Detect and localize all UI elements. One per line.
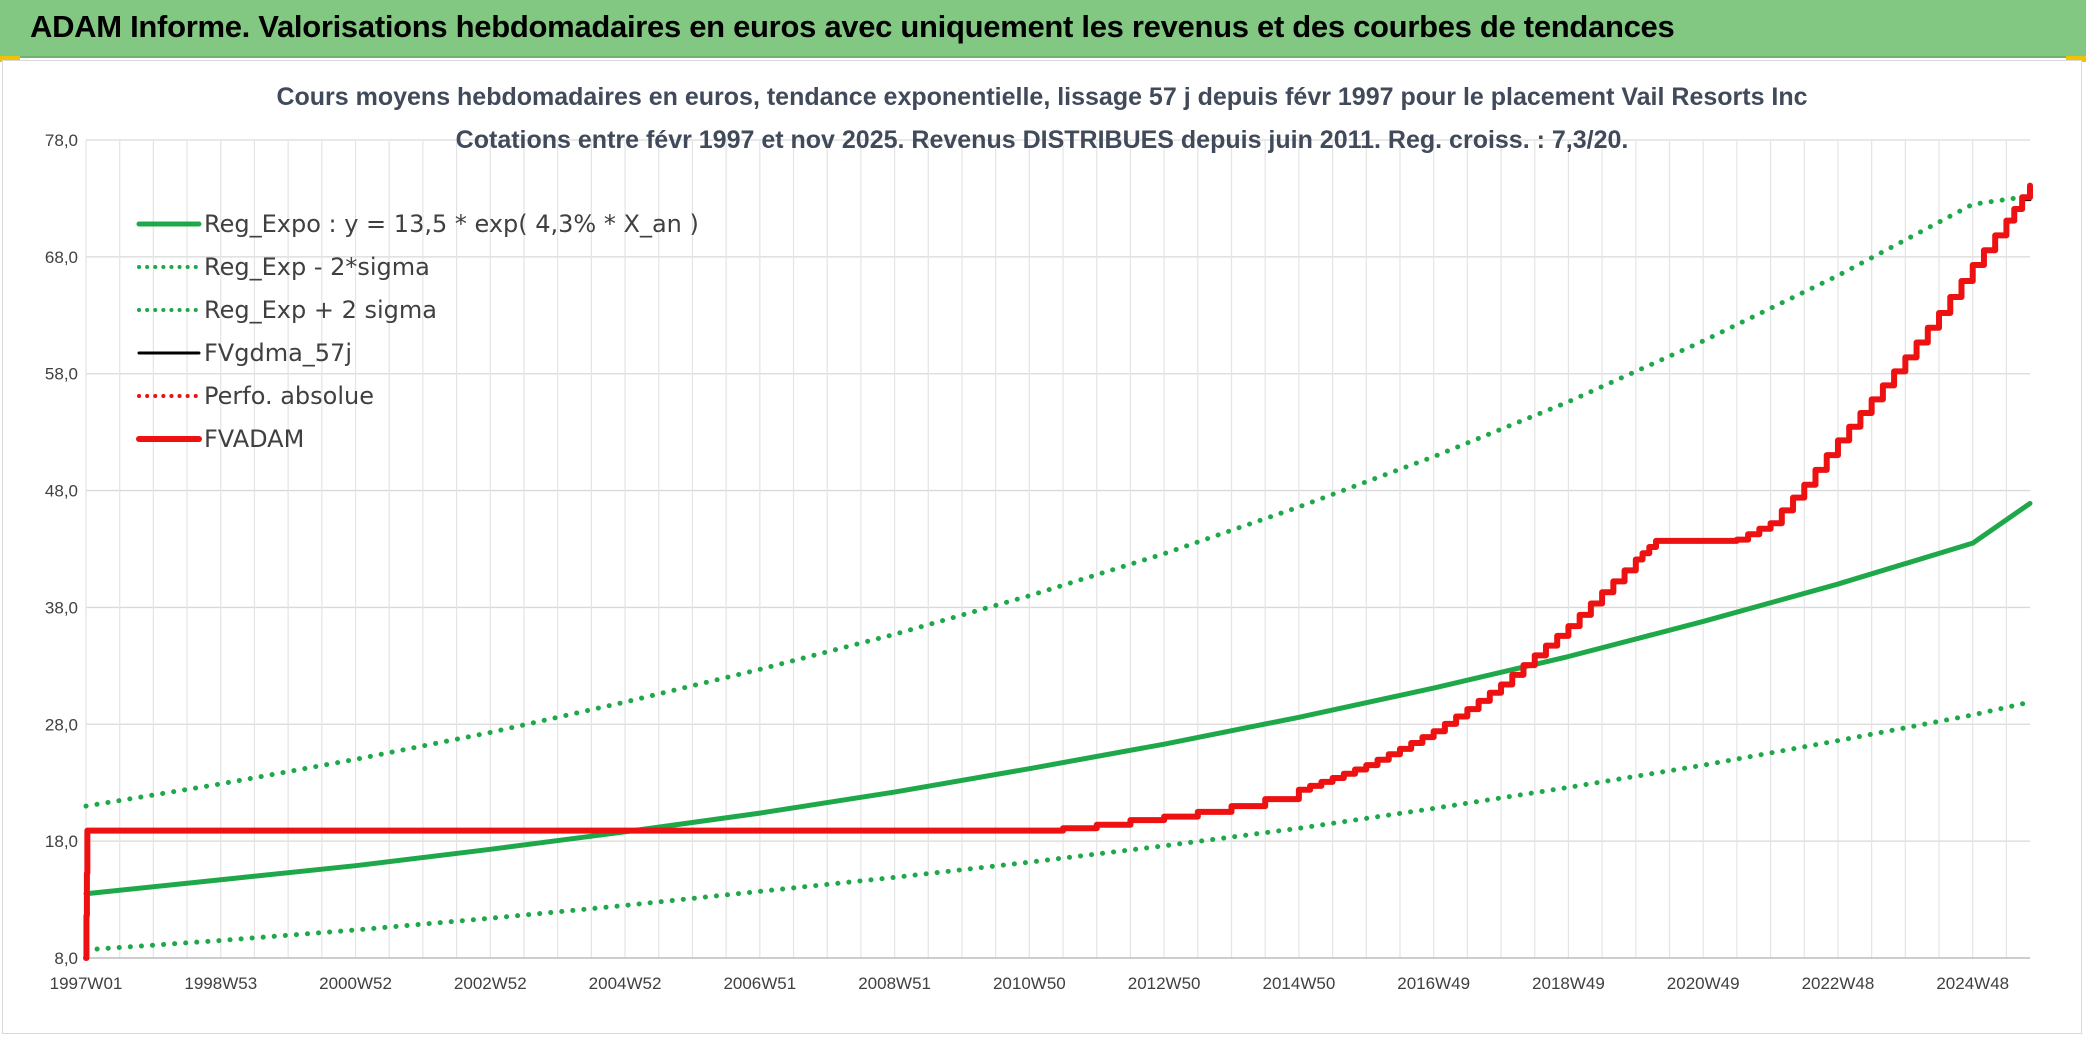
y-tick-label: 48,0: [45, 482, 78, 501]
x-tick-label: 2010W50: [993, 974, 1066, 993]
y-tick-label: 58,0: [45, 365, 78, 384]
series-line-1: [83, 500, 2033, 897]
y-tick-label: 38,0: [45, 598, 78, 617]
series-lines: [83, 182, 2033, 961]
x-tick-label: 2000W52: [319, 974, 392, 993]
series-line-6: [83, 182, 2033, 961]
axes: 8,0 18,0 28,0 38,0 48,0 58,0 68,0 78,0 1997W01 19…: [45, 131, 2030, 993]
x-tick-label: 2022W48: [1802, 974, 1875, 993]
corner-marker-right: [2066, 56, 2086, 62]
legend-label-1: Reg_Expo : y = 13,5 * exp( 4,3% * X_an ): [204, 210, 699, 238]
series-line-2: [83, 699, 2033, 953]
x-tick-label: 1997W01: [50, 974, 123, 993]
x-tick-label: 2016W49: [1397, 974, 1470, 993]
x-tick-label: 2002W52: [454, 974, 527, 993]
x-tick-label: 2008W51: [858, 974, 931, 993]
series-line-3: [83, 193, 2033, 809]
line-chart: Cours moyens hebdomadaires en euros, ten…: [45, 83, 2033, 993]
y-tick-label: 78,0: [45, 131, 78, 150]
legend: Reg_Expo : y = 13,5 * exp( 4,3% * X_an )…: [136, 210, 699, 453]
legend-label-6: FVADAM: [204, 425, 304, 453]
y-tick-label: 68,0: [45, 248, 78, 267]
x-tick-label: 2014W50: [1263, 974, 1336, 993]
x-tick-label: 2018W49: [1532, 974, 1605, 993]
corner-marker-left: [0, 56, 20, 62]
y-tick-label: 28,0: [45, 715, 78, 734]
x-tick-label: 2020W49: [1667, 974, 1740, 993]
x-tick-label: 2006W51: [723, 974, 796, 993]
y-tick-label: 18,0: [45, 832, 78, 851]
chart-subtitle: Cotations entre févr 1997 et nov 2025. R…: [456, 126, 1629, 154]
legend-label-4: FVgdma_57j: [204, 339, 352, 367]
chart-title: Cours moyens hebdomadaires en euros, ten…: [276, 83, 1807, 111]
chart-area: Cours moyens hebdomadaires en euros, ten…: [2, 60, 2082, 1034]
page-title: ADAM Informe. Valorisations hebdomadaire…: [30, 9, 1675, 44]
y-tick-label: 8,0: [54, 949, 78, 968]
legend-label-2: Reg_Exp - 2*sigma: [204, 253, 430, 281]
page-header: ADAM Informe. Valorisations hebdomadaire…: [0, 0, 2086, 58]
legend-label-3: Reg_Exp + 2 sigma: [204, 296, 437, 324]
legend-label-5: Perfo. absolue: [204, 382, 374, 410]
x-tick-label: 1998W53: [184, 974, 257, 993]
grid: [85, 139, 2030, 959]
x-tick-label: 2012W50: [1128, 974, 1201, 993]
x-tick-label: 2004W52: [589, 974, 662, 993]
x-tick-label: 2024W48: [1936, 974, 2009, 993]
